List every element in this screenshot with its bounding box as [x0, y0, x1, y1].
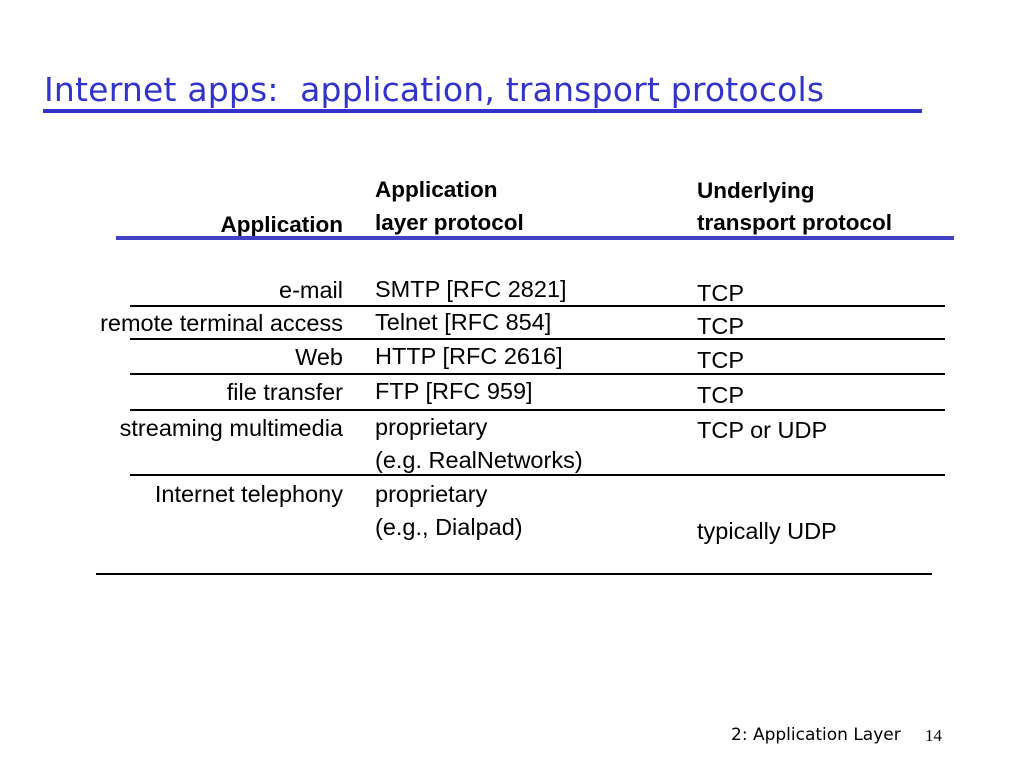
table-row: TCP [697, 382, 744, 408]
table-row: proprietary [375, 481, 488, 507]
table-row: e-mail [279, 277, 343, 303]
table-row: Web [295, 344, 343, 370]
table-row: TCP [697, 280, 744, 306]
row-separator-rule [130, 305, 945, 307]
footer-section-label: 2: Application Layer [731, 725, 901, 745]
table-row: FTP [RFC 959] [375, 378, 533, 404]
footer-page-number: 14 [925, 726, 942, 745]
column-header-app-layer-protocol-line1: Application [375, 177, 498, 202]
table-row: TCP [697, 347, 744, 373]
header-separator-rule [116, 236, 954, 240]
table-row: proprietary [375, 414, 488, 440]
row-separator-rule [130, 338, 945, 340]
table-row: (e.g., Dialpad) [375, 514, 523, 540]
column-header-app-layer-protocol-line2: layer protocol [375, 210, 524, 235]
column-header-application: Application [220, 212, 344, 237]
table-row: (e.g. RealNetworks) [375, 447, 583, 473]
table-row: SMTP [RFC 2821] [375, 276, 567, 302]
column-header-transport-protocol-line1: Underlying [697, 178, 815, 203]
table-row: file transfer [226, 379, 343, 405]
row-separator-rule [130, 474, 945, 476]
row-separator-rule [130, 373, 945, 375]
table-row: typically UDP [697, 518, 837, 544]
table-row: Telnet [RFC 854] [375, 309, 552, 335]
row-separator-rule [130, 409, 945, 411]
page-title: Internet apps: application, transport pr… [44, 70, 825, 109]
table-row: TCP [697, 313, 744, 339]
table-row: TCP or UDP [697, 417, 828, 443]
title-underline-rule [43, 109, 922, 113]
column-header-transport-protocol-line2: transport protocol [697, 210, 892, 235]
table-row: HTTP [RFC 2616] [375, 343, 563, 369]
table-row: remote terminal access [100, 310, 343, 336]
table-bottom-rule [96, 573, 932, 575]
table-row: streaming multimedia [119, 415, 343, 441]
table-row: Internet telephony [154, 481, 343, 507]
